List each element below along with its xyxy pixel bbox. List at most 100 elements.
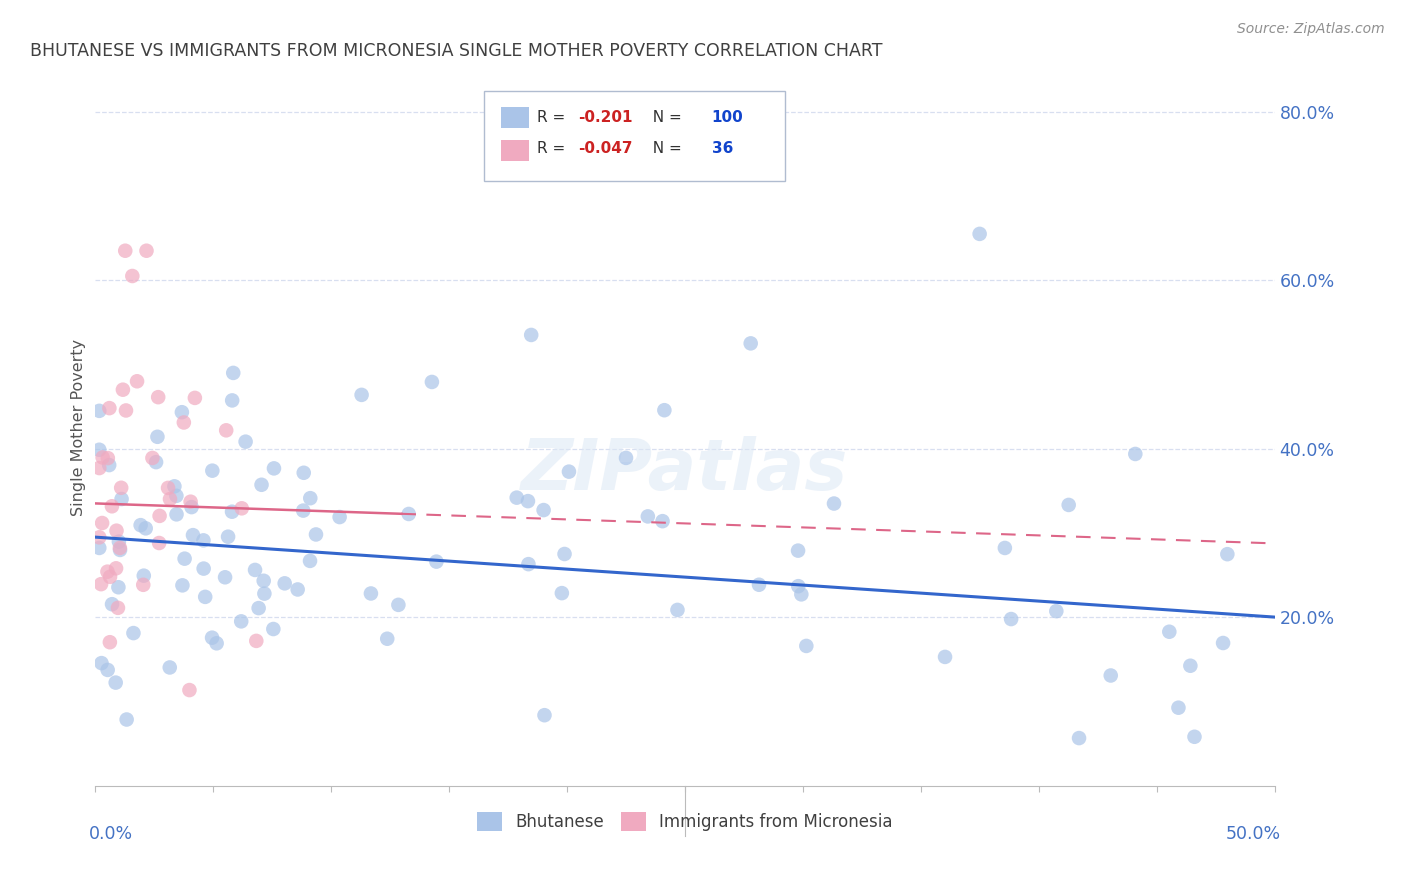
Point: [243, 563, 266, 577]
Point: [165, 489, 187, 503]
Point: [398, 507, 420, 521]
Point: [163, 479, 186, 493]
Text: R =: R =: [537, 110, 571, 125]
Point: [110, 481, 132, 495]
Point: [329, 510, 352, 524]
Point: [253, 586, 276, 600]
Point: [115, 403, 138, 417]
Point: [166, 508, 188, 522]
Point: [135, 521, 157, 535]
Text: 36: 36: [711, 141, 733, 156]
Y-axis label: Single Mother Poverty: Single Mother Poverty: [72, 339, 86, 516]
Point: [533, 708, 555, 723]
Point: [1000, 612, 1022, 626]
Text: BHUTANESE VS IMMIGRANTS FROM MICRONESIA SINGLE MOTHER POVERTY CORRELATION CHART: BHUTANESE VS IMMIGRANTS FROM MICRONESIA …: [30, 42, 882, 60]
Point: [98, 570, 121, 584]
Point: [654, 403, 676, 417]
Point: [740, 336, 762, 351]
Point: [89, 530, 111, 544]
Point: [969, 227, 991, 241]
Point: [253, 574, 276, 588]
Point: [214, 570, 236, 584]
FancyBboxPatch shape: [501, 140, 529, 161]
Point: [180, 500, 202, 514]
Point: [558, 465, 581, 479]
Point: [1159, 624, 1181, 639]
Point: [114, 244, 136, 258]
Point: [97, 451, 120, 466]
Point: [145, 455, 167, 469]
Point: [554, 547, 576, 561]
Point: [90, 577, 112, 591]
Point: [157, 481, 180, 495]
Point: [506, 491, 529, 505]
Point: [194, 590, 217, 604]
Text: 100: 100: [711, 110, 744, 125]
Point: [173, 416, 195, 430]
Point: [193, 561, 215, 575]
Point: [132, 568, 155, 582]
Point: [181, 528, 204, 542]
Text: 50.0%: 50.0%: [1226, 825, 1281, 843]
Point: [201, 631, 224, 645]
Point: [533, 503, 555, 517]
Point: [1099, 668, 1122, 682]
Point: [517, 557, 540, 571]
Point: [89, 404, 111, 418]
Point: [215, 423, 238, 437]
Point: [107, 600, 129, 615]
Point: [148, 536, 170, 550]
Text: 0.0%: 0.0%: [89, 825, 132, 843]
Point: [263, 461, 285, 475]
Point: [1216, 547, 1239, 561]
Point: [1167, 700, 1189, 714]
Point: [90, 656, 112, 670]
FancyBboxPatch shape: [484, 91, 785, 180]
Point: [292, 466, 315, 480]
Legend: Bhutanese, Immigrants from Micronesia: Bhutanese, Immigrants from Micronesia: [470, 805, 898, 838]
Point: [101, 500, 124, 514]
Point: [350, 388, 373, 402]
Point: [994, 541, 1017, 555]
Point: [105, 561, 128, 575]
Point: [222, 366, 245, 380]
Text: R =: R =: [537, 141, 571, 156]
Point: [122, 626, 145, 640]
Point: [104, 675, 127, 690]
Point: [544, 130, 567, 145]
Point: [517, 494, 540, 508]
Text: -0.047: -0.047: [578, 141, 633, 156]
Point: [121, 268, 143, 283]
Point: [149, 508, 172, 523]
Point: [666, 603, 689, 617]
Point: [146, 430, 169, 444]
Point: [115, 713, 138, 727]
Text: -0.201: -0.201: [578, 110, 633, 125]
Point: [247, 601, 270, 615]
Point: [231, 501, 253, 516]
Point: [790, 587, 813, 601]
Point: [201, 464, 224, 478]
Point: [387, 598, 409, 612]
Point: [520, 328, 543, 343]
Point: [101, 597, 124, 611]
Point: [794, 639, 817, 653]
Point: [179, 683, 201, 698]
Text: N =: N =: [644, 141, 688, 156]
Point: [170, 405, 193, 419]
Point: [98, 458, 121, 472]
Point: [273, 576, 295, 591]
Point: [91, 516, 114, 530]
Point: [292, 503, 315, 517]
Point: [180, 494, 202, 508]
Point: [287, 582, 309, 597]
Text: Source: ZipAtlas.com: Source: ZipAtlas.com: [1237, 22, 1385, 37]
Point: [107, 580, 129, 594]
Point: [132, 578, 155, 592]
Point: [193, 533, 215, 548]
Point: [360, 586, 382, 600]
Point: [217, 530, 239, 544]
Point: [159, 660, 181, 674]
Point: [1123, 447, 1146, 461]
Point: [129, 518, 152, 533]
